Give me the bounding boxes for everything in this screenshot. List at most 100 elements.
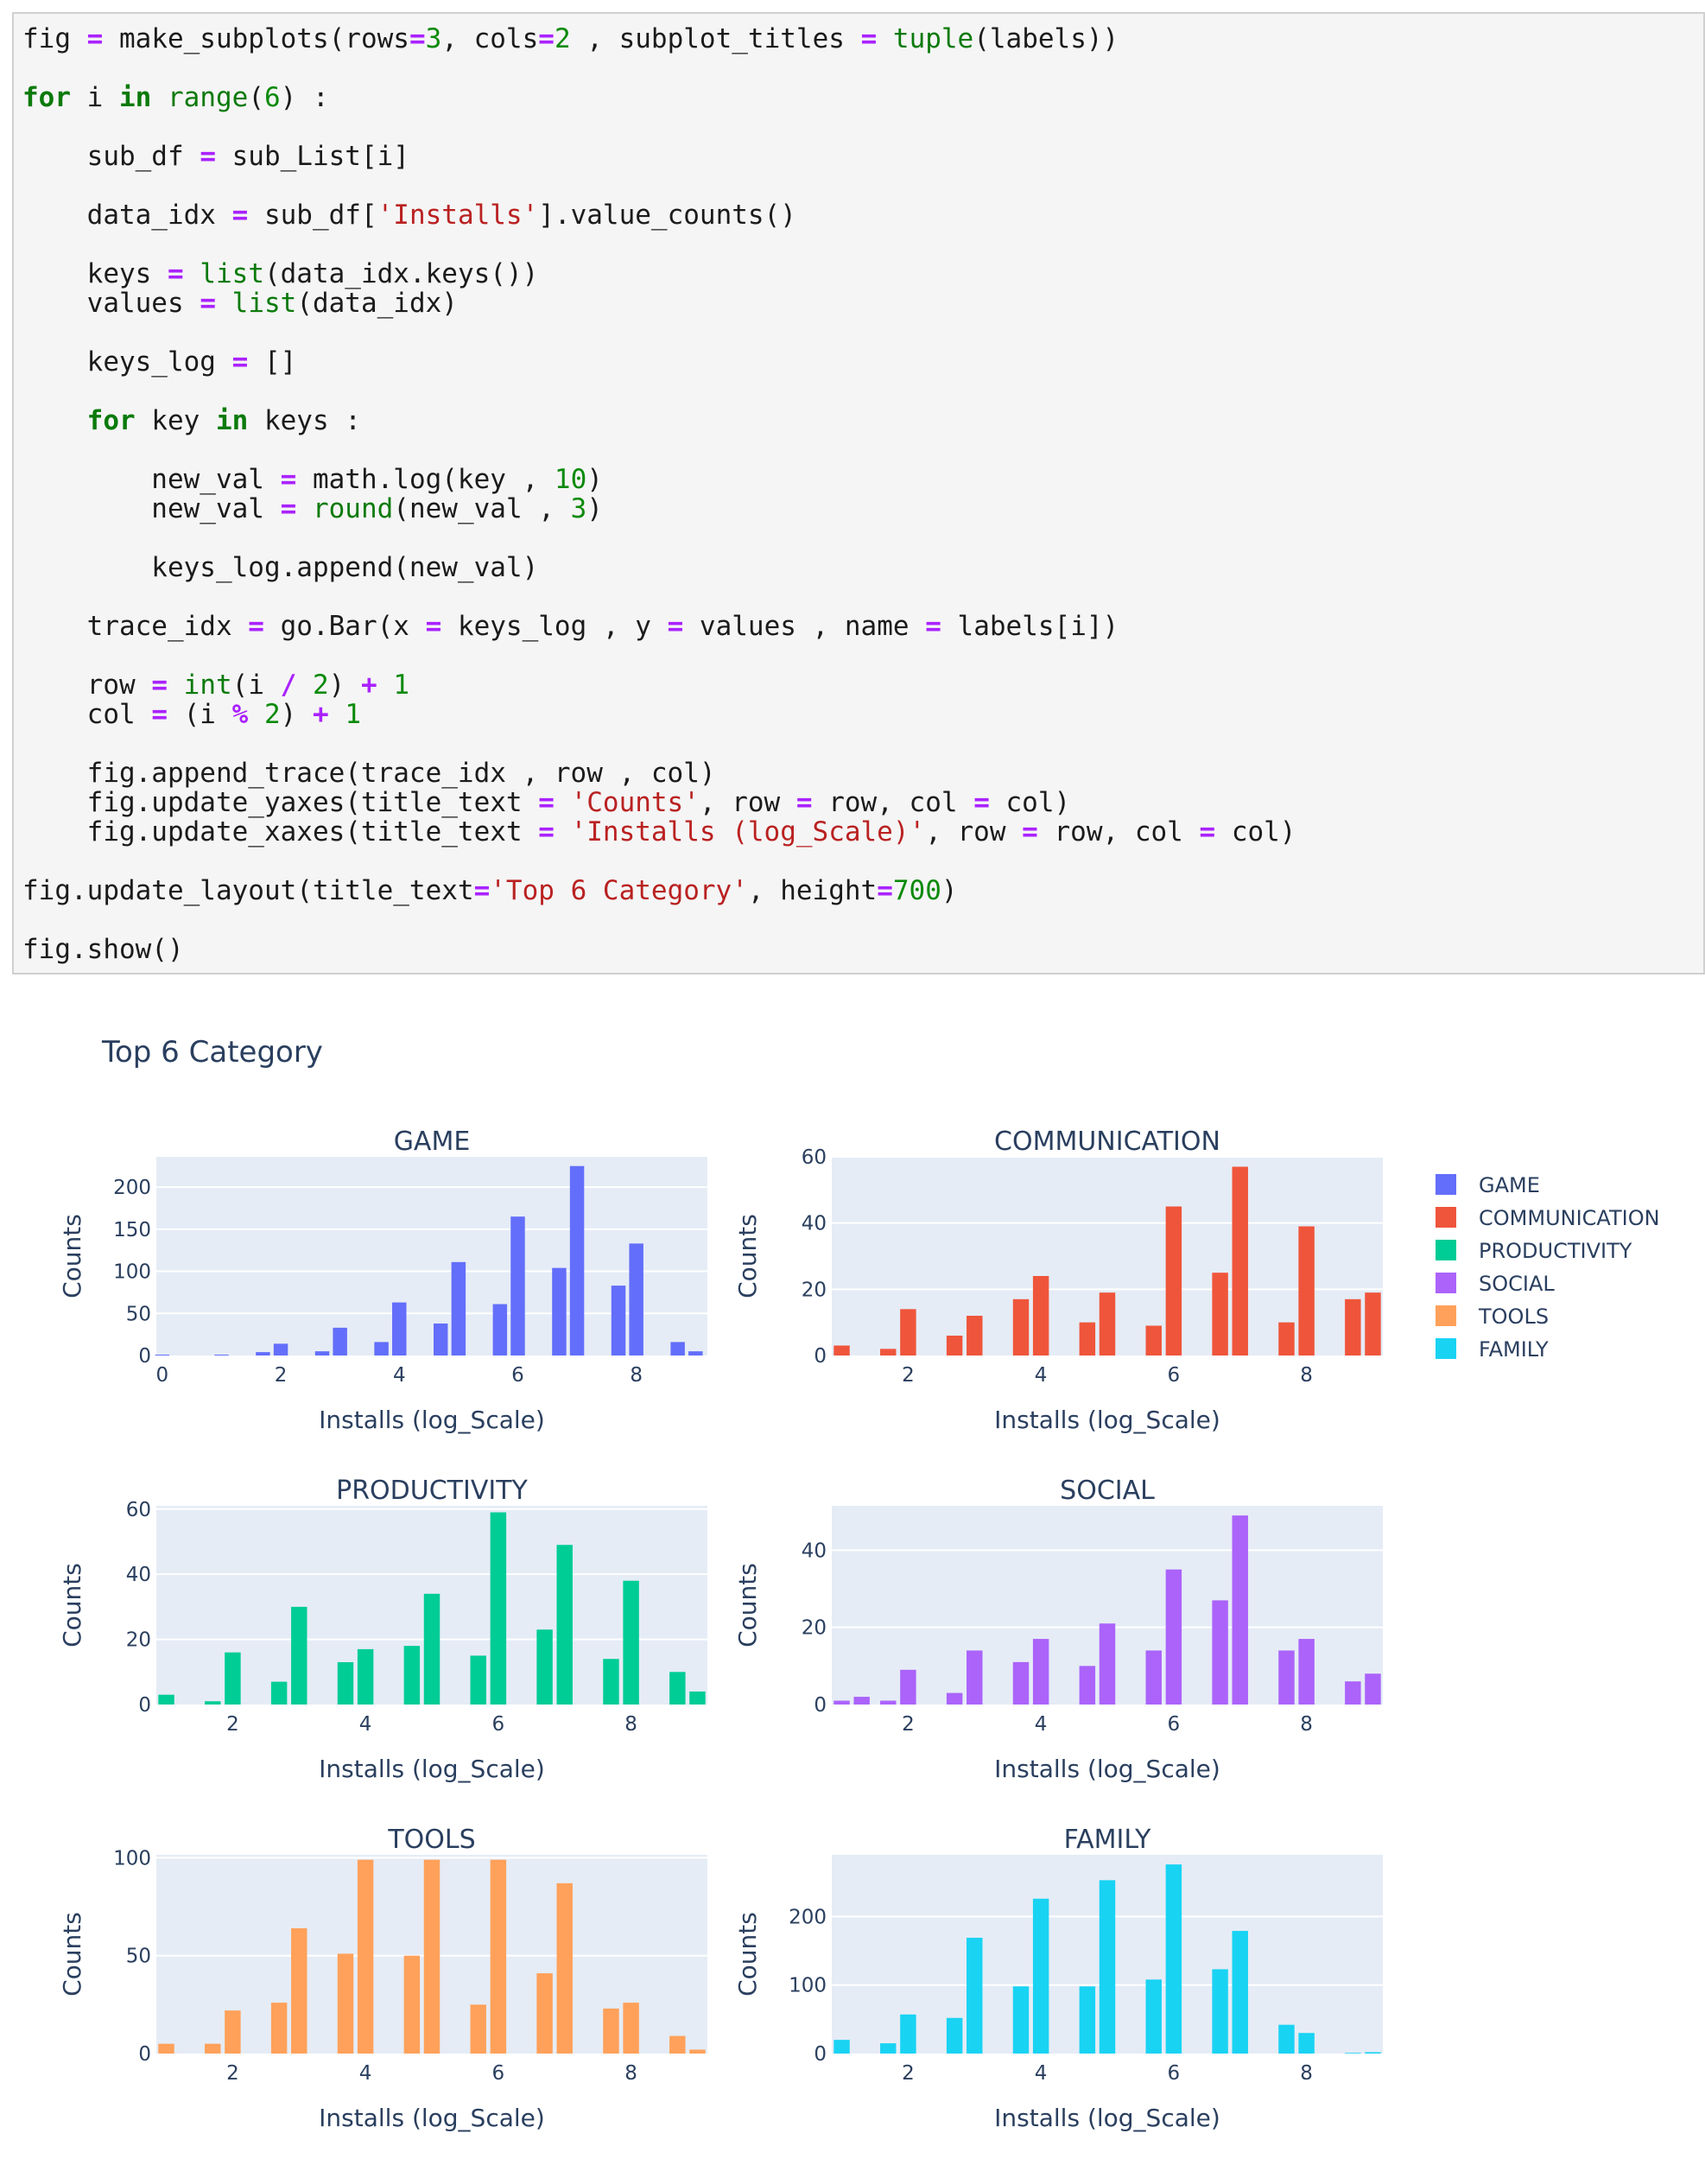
bar-productivity[interactable] (205, 1701, 221, 1705)
bar-game[interactable] (392, 1302, 407, 1355)
bar-communication[interactable] (967, 1316, 983, 1355)
bar-productivity[interactable] (423, 1593, 441, 1705)
bar-productivity[interactable] (158, 1694, 174, 1705)
bar-social[interactable] (880, 1700, 897, 1705)
bar-social[interactable] (1365, 1673, 1381, 1705)
bar-game[interactable] (510, 1216, 525, 1355)
bar-social[interactable] (1298, 1639, 1315, 1705)
bar-social[interactable] (1079, 1666, 1096, 1705)
bar-productivity[interactable] (669, 1672, 686, 1705)
bar-game[interactable] (451, 1261, 466, 1355)
bar-social[interactable] (833, 1700, 850, 1705)
bar-productivity[interactable] (536, 1629, 553, 1705)
bar-tools[interactable] (470, 2004, 486, 2054)
bar-tools[interactable] (490, 1859, 507, 2054)
bar-communication[interactable] (900, 1309, 916, 1355)
legend-item-game[interactable]: GAME (1436, 1173, 1540, 1197)
bar-family[interactable] (900, 2014, 916, 2054)
bar-tools[interactable] (556, 1882, 573, 2054)
bar-game[interactable] (611, 1286, 626, 1355)
bar-productivity[interactable] (490, 1512, 507, 1705)
bar-tools[interactable] (357, 1859, 374, 2054)
bar-family[interactable] (946, 2017, 963, 2054)
bar-communication[interactable] (1012, 1298, 1030, 1355)
bar-family[interactable] (833, 2040, 850, 2054)
bar-productivity[interactable] (403, 1646, 421, 1705)
bar-productivity[interactable] (623, 1580, 639, 1705)
bar-game[interactable] (552, 1267, 567, 1355)
bar-productivity[interactable] (689, 1691, 706, 1705)
bar-social[interactable] (1032, 1639, 1049, 1705)
bar-productivity[interactable] (470, 1655, 486, 1705)
legend-item-family[interactable]: FAMILY (1436, 1337, 1549, 1362)
bar-family[interactable] (967, 1937, 983, 2054)
bar-tools[interactable] (603, 2008, 619, 2054)
bar-social[interactable] (1212, 1600, 1228, 1705)
legend-item-communication[interactable]: COMMUNICATION (1436, 1206, 1660, 1230)
bar-communication[interactable] (880, 1349, 897, 1355)
bar-communication[interactable] (833, 1345, 850, 1356)
bar-social[interactable] (1099, 1623, 1116, 1705)
bar-tools[interactable] (158, 2043, 174, 2054)
bar-tools[interactable] (689, 2049, 706, 2054)
code-cell[interactable]: fig = make_subplots(rows=3, cols=2 , sub… (12, 12, 1705, 975)
bar-tools[interactable] (423, 1859, 441, 2054)
bar-game[interactable] (670, 1342, 685, 1355)
legend-item-social[interactable]: SOCIAL (1436, 1272, 1555, 1296)
bar-game[interactable] (273, 1343, 288, 1355)
bar-game[interactable] (333, 1327, 347, 1355)
bar-game[interactable] (629, 1243, 643, 1355)
bar-social[interactable] (1145, 1650, 1162, 1705)
bar-family[interactable] (1079, 1986, 1096, 2054)
bar-communication[interactable] (1232, 1166, 1248, 1356)
bar-communication[interactable] (1099, 1292, 1116, 1355)
bar-productivity[interactable] (270, 1681, 288, 1705)
bar-tools[interactable] (623, 2003, 639, 2054)
bar-tools[interactable] (205, 2043, 221, 2054)
bar-productivity[interactable] (337, 1661, 354, 1705)
bar-communication[interactable] (1278, 1322, 1295, 1355)
bar-game[interactable] (314, 1351, 330, 1355)
bar-social[interactable] (1165, 1569, 1182, 1705)
legend-item-productivity[interactable]: PRODUCTIVITY (1436, 1239, 1632, 1263)
bar-productivity[interactable] (291, 1606, 307, 1705)
bar-social[interactable] (900, 1669, 916, 1705)
bar-family[interactable] (1012, 1986, 1030, 2054)
bar-social[interactable] (967, 1650, 983, 1705)
bar-productivity[interactable] (603, 1659, 619, 1705)
bar-family[interactable] (1278, 2024, 1295, 2054)
bar-family[interactable] (1232, 1931, 1248, 2054)
bar-game[interactable] (688, 1351, 703, 1355)
bar-productivity[interactable] (225, 1652, 241, 1705)
bar-game[interactable] (492, 1304, 508, 1355)
bar-productivity[interactable] (556, 1545, 573, 1705)
bar-social[interactable] (853, 1697, 870, 1705)
bar-tools[interactable] (270, 2003, 288, 2054)
bar-communication[interactable] (1298, 1226, 1315, 1356)
bar-family[interactable] (1032, 1898, 1049, 2054)
bar-social[interactable] (1278, 1650, 1295, 1705)
bar-game[interactable] (433, 1323, 448, 1355)
bar-family[interactable] (1212, 1969, 1228, 2054)
bar-communication[interactable] (1165, 1206, 1182, 1356)
bar-communication[interactable] (1212, 1273, 1228, 1355)
bar-game[interactable] (569, 1165, 585, 1355)
bar-tools[interactable] (669, 2035, 686, 2054)
bar-family[interactable] (1365, 2052, 1381, 2054)
bar-communication[interactable] (1145, 1325, 1162, 1356)
bar-tools[interactable] (536, 1973, 553, 2054)
bar-communication[interactable] (1032, 1276, 1049, 1355)
bar-game[interactable] (374, 1342, 389, 1355)
bar-game[interactable] (256, 1352, 270, 1355)
bar-family[interactable] (1345, 2053, 1361, 2054)
bar-social[interactable] (1012, 1661, 1030, 1705)
bar-social[interactable] (946, 1692, 963, 1705)
bar-family[interactable] (880, 2043, 897, 2054)
bar-communication[interactable] (1345, 1298, 1361, 1355)
bar-tools[interactable] (225, 2010, 241, 2054)
bar-tools[interactable] (291, 1927, 307, 2054)
bar-family[interactable] (1145, 1979, 1162, 2054)
bar-communication[interactable] (1079, 1322, 1096, 1355)
bar-social[interactable] (1232, 1515, 1248, 1705)
bar-family[interactable] (1099, 1880, 1116, 2054)
